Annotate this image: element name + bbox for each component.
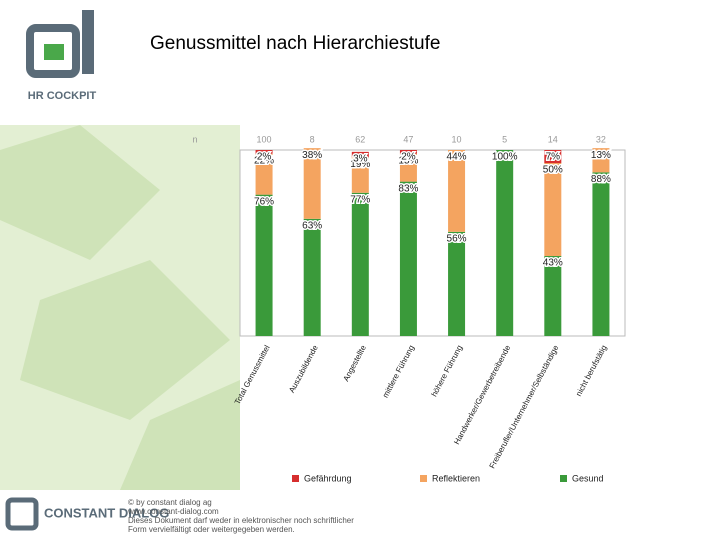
value-label: 13% xyxy=(591,150,611,161)
bar-segment xyxy=(544,163,562,257)
bar-segment xyxy=(255,150,273,154)
footer-logo xyxy=(5,497,39,531)
sample-size: 32 xyxy=(596,134,606,144)
bar-segment xyxy=(255,194,273,336)
x-tick-label: mittlere Führung xyxy=(381,344,416,400)
legend-label: Gesund xyxy=(572,473,604,483)
value-label: 44% xyxy=(447,152,467,163)
value-label: 83% xyxy=(398,183,418,194)
x-tick-label: höhere Führung xyxy=(430,344,465,398)
legend-swatch xyxy=(420,475,427,482)
sample-size: 8 xyxy=(310,134,315,144)
sample-size-label: n xyxy=(192,134,197,144)
value-label: 63% xyxy=(302,220,322,231)
value-label: 7% xyxy=(546,152,561,163)
value-label: 19% xyxy=(350,159,370,170)
x-tick-label: Auszubildende xyxy=(287,343,320,394)
bar-segment xyxy=(448,231,466,336)
footer-text: Form vervielfältigt oder weitergegeben w… xyxy=(128,525,295,534)
value-label: 3% xyxy=(353,154,368,165)
x-tick-label: Angestellte xyxy=(341,343,368,383)
sample-size: 47 xyxy=(403,134,413,144)
footer-text: © by constant dialog ag xyxy=(128,498,212,507)
bar-segment xyxy=(303,218,321,336)
footer-brand: CONSTANT DIALOG xyxy=(44,505,169,520)
bar-segment xyxy=(351,192,369,336)
footer-text: www.constant-dialog.com xyxy=(127,507,219,516)
value-label: 56% xyxy=(447,233,467,244)
bar-segment xyxy=(399,150,417,154)
value-label: 76% xyxy=(254,196,274,207)
x-tick-label: nicht berufstätig xyxy=(574,344,608,398)
bar-segment xyxy=(544,256,562,336)
value-label: 38% xyxy=(302,150,322,161)
bar-segment xyxy=(399,181,417,336)
sample-size: 5 xyxy=(502,134,507,144)
value-label: 77% xyxy=(350,194,370,205)
sample-size: 100 xyxy=(257,134,272,144)
bar-segment xyxy=(592,172,610,336)
footer-text: Dieses Dokument darf weder in elektronis… xyxy=(128,516,354,525)
value-label: 22% xyxy=(254,155,274,166)
logo-mark xyxy=(26,24,80,78)
legend-label: Reflektieren xyxy=(432,473,480,483)
bar-segment xyxy=(448,150,466,232)
plot-area xyxy=(239,149,626,337)
value-label: 2% xyxy=(401,152,416,163)
sample-size: 14 xyxy=(548,134,558,144)
bar-segment xyxy=(399,153,417,182)
logo-mark xyxy=(82,10,94,74)
footer xyxy=(0,492,720,540)
bar-segment xyxy=(544,150,562,164)
bar-segment xyxy=(592,148,610,173)
sample-size: 10 xyxy=(452,134,462,144)
legend-swatch xyxy=(560,475,567,482)
logo-mark xyxy=(44,44,64,60)
logo-text: HR COCKPIT xyxy=(28,90,97,102)
bar-segment xyxy=(351,157,369,193)
value-label: 50% xyxy=(543,165,563,176)
x-tick-label: Handwerker/Gewerbetreibende xyxy=(452,343,512,446)
decor-pattern xyxy=(0,125,240,490)
sample-size: 62 xyxy=(355,134,365,144)
legend-label: Gefährdung xyxy=(304,473,352,483)
legend-swatch xyxy=(292,475,299,482)
value-label: 2% xyxy=(257,152,272,163)
bar-segment xyxy=(496,150,514,336)
value-label: 100% xyxy=(492,152,518,163)
value-label: 88% xyxy=(591,174,611,185)
value-label: 43% xyxy=(543,258,563,269)
value-label: 15% xyxy=(398,155,418,166)
slide-title: Genussmittel nach Hierarchiestufe xyxy=(150,33,440,54)
bar-segment xyxy=(255,153,273,195)
bar-segment xyxy=(303,148,321,219)
bar-segment xyxy=(351,151,369,158)
